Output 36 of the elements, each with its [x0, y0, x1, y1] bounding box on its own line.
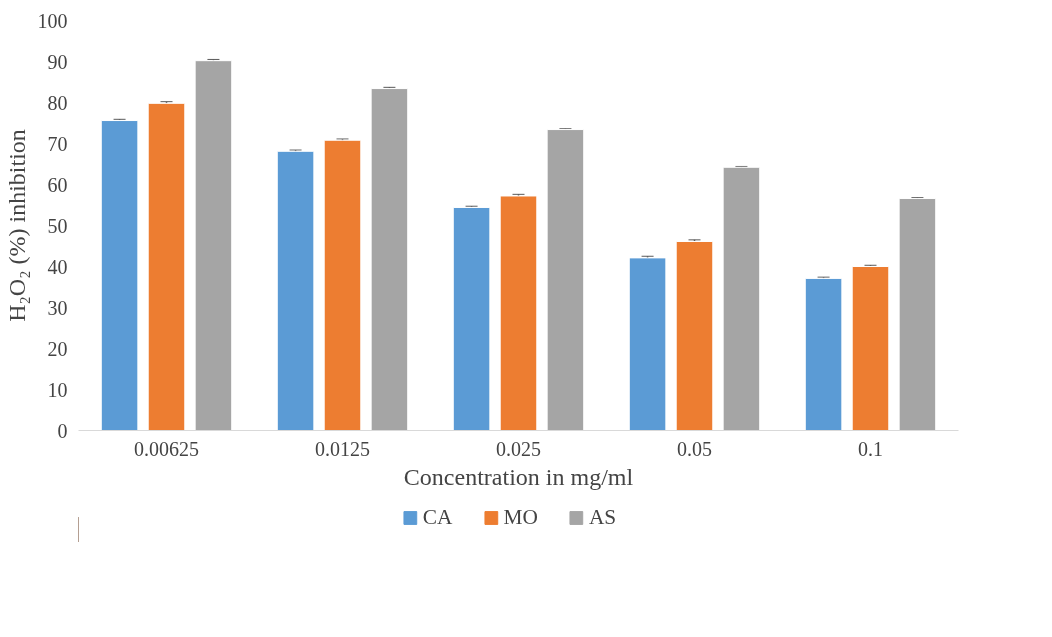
y-tick-label: 20: [47, 337, 68, 360]
bar: [546, 129, 585, 431]
bar: [147, 102, 186, 431]
x-tick-label: 0.0125: [315, 437, 370, 460]
x-tick-label: 0.05: [677, 437, 712, 460]
bar: [276, 150, 315, 431]
y-tick-label: 0: [57, 419, 68, 442]
x-tick-label: 0.1: [858, 437, 883, 460]
bar: [370, 88, 409, 431]
bar: [499, 195, 538, 431]
bar: [722, 166, 761, 431]
y-tick-label: 90: [47, 50, 68, 73]
bar: [804, 277, 843, 431]
y-tick-label: 70: [47, 132, 68, 155]
bar: [452, 206, 491, 431]
x-tick-label: 0.025: [496, 437, 541, 460]
bar: [323, 139, 362, 431]
y-tick-label: 60: [47, 173, 68, 196]
y-tick-label: 50: [47, 214, 68, 237]
x-axis-title: Concentration in mg/ml: [403, 463, 634, 490]
bar: [675, 240, 714, 431]
y-tick-label: 30: [47, 296, 68, 319]
y-tick-label: 10: [47, 378, 68, 401]
legend-label: MO: [503, 504, 538, 530]
y-tick-label: 100: [37, 9, 68, 32]
x-tick-label: 0.00625: [134, 437, 199, 460]
bar: [100, 120, 139, 431]
legend-label: CA: [422, 504, 453, 530]
y-tick-label: 80: [47, 91, 68, 114]
bar: [898, 197, 937, 431]
y-axis-title: H₂O₂ (%) inhibition: [3, 129, 30, 322]
legend-label: AS: [588, 504, 617, 530]
bar: [194, 60, 233, 431]
y-tick-label: 40: [47, 255, 68, 278]
bar: [851, 266, 890, 431]
bar: [628, 257, 667, 431]
